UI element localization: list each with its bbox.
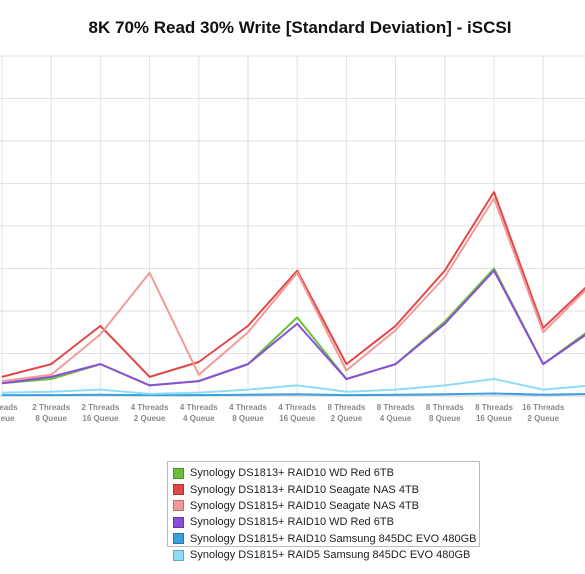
- legend-label: Synology DS1815+ RAID10 Samsung 845DC EV…: [190, 532, 477, 545]
- x-tick-label: 2 Queue: [331, 414, 363, 423]
- x-tick-label: 8 Queue: [35, 414, 67, 423]
- x-tick-label: 8 Threads: [377, 403, 415, 412]
- legend-swatch: [173, 484, 184, 496]
- x-tick-label: 4 Queue: [183, 414, 215, 423]
- x-tick-label: 4 Threads: [229, 403, 267, 412]
- legend: Synology DS1813+ RAID10 WD Red 6TB Synolo…: [167, 461, 480, 561]
- x-tick-label: 2 Queue: [134, 414, 166, 423]
- x-tick-label: 4 Queue: [380, 414, 412, 423]
- x-tick-label: 8 Threads: [426, 403, 464, 412]
- x-tick-label: 4 Threads: [180, 403, 218, 412]
- gridlines: [0, 55, 585, 397]
- x-tick-label: Queue: [0, 414, 15, 423]
- x-tick-label: 8 Queue: [429, 414, 461, 423]
- x-tick-label: 16 Threads: [522, 403, 565, 412]
- chart-title: 8K 70% Read 30% Write [Standard Deviatio…: [88, 18, 512, 37]
- x-tick-label: 4 Threads: [131, 403, 169, 412]
- legend-swatch: [173, 467, 184, 479]
- series-lines: [1, 191, 585, 397]
- x-tick-label: Threads: [0, 403, 18, 412]
- legend-label: Synology DS1813+ RAID10 WD Red 6TB: [190, 467, 394, 480]
- series-line-6: [1, 378, 585, 395]
- x-tick-label: 16 Queue: [476, 414, 513, 423]
- legend-item: Synology DS1815+ RAID5 Samsung 845DC EVO…: [173, 547, 479, 563]
- legend-swatch: [173, 549, 184, 561]
- x-tick-label: 8 Threads: [328, 403, 366, 412]
- legend-label: Synology DS1815+ RAID10 WD Red 6TB: [190, 516, 394, 529]
- x-tick-label: 2 Queue: [527, 414, 559, 423]
- legend-label: Synology DS1815+ RAID10 Seagate NAS 4TB: [190, 499, 419, 512]
- legend-swatch: [173, 533, 184, 545]
- legend-label: Synology DS1813+ RAID10 Seagate NAS 4TB: [190, 483, 419, 496]
- series-line-5: [2, 392, 585, 397]
- x-axis-tick-labels: Threads Queue 2 Threads 8 Queue 2 Threads 16 …: [0, 403, 585, 423]
- legend-label: Synology DS1815+ RAID5 Samsung 845DC EVO…: [190, 549, 471, 562]
- legend-item: Synology DS1815+ RAID10 WD Red 6TB: [173, 514, 479, 530]
- x-tick-label: 4 Threads: [278, 403, 316, 412]
- x-tick-label: 16 Queue: [82, 414, 119, 423]
- legend-item: Synology DS1815+ RAID10 Samsung 845DC EV…: [173, 531, 479, 547]
- legend-swatch: [173, 516, 184, 528]
- series-line-4: [1, 269, 585, 387]
- x-tick-label: 2 Threads: [32, 403, 70, 412]
- x-tick-label: 2 Threads: [82, 403, 120, 412]
- series-line-2: [1, 191, 585, 378]
- legend-item: Synology DS1813+ RAID10 WD Red 6TB: [173, 465, 479, 481]
- series-line-3: [1, 197, 585, 383]
- legend-item: Synology DS1813+ RAID10 Seagate NAS 4TB: [173, 481, 479, 497]
- x-tick-label: 8 Threads: [475, 403, 513, 412]
- legend-item: Synology DS1815+ RAID10 Seagate NAS 4TB: [173, 498, 479, 514]
- x-tick-label: 16 Queue: [279, 414, 316, 423]
- legend-swatch: [173, 500, 184, 512]
- x-tick-label: 8 Queue: [232, 414, 264, 423]
